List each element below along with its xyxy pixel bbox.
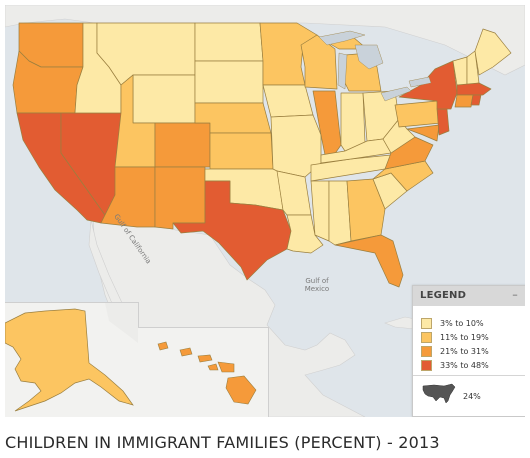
state-connecticut — [454, 94, 474, 108]
legend-item-label: 11% to 19% — [440, 332, 489, 342]
state-indiana — [340, 92, 366, 152]
legend-item-label: 21% to 31% — [440, 346, 489, 356]
state-west-virginia — [382, 118, 416, 154]
state-rhode-island — [470, 94, 482, 106]
gulf-of-mexico-label: Gulf of Mexico — [304, 277, 330, 293]
state-louisiana — [286, 214, 324, 254]
state-hawaii — [157, 341, 257, 405]
alaska-inset — [5, 302, 139, 417]
state-minnesota — [259, 22, 318, 86]
legend-swatch — [421, 331, 432, 343]
legend-swatch — [421, 345, 432, 357]
us-map-icon — [422, 383, 456, 404]
legend-swatch — [421, 359, 432, 371]
state-pennsylvania — [394, 100, 442, 128]
state-maryland — [406, 124, 440, 142]
legend-item: 21% to 31% — [421, 345, 489, 357]
state-florida — [334, 234, 404, 288]
state-new-mexico — [154, 166, 206, 230]
legend-header: LEGEND – — [413, 286, 525, 306]
state-wyoming — [132, 74, 196, 124]
legend-title: LEGEND — [420, 290, 467, 301]
us-average-value: 24% — [463, 392, 481, 401]
state-south-dakota — [194, 60, 264, 104]
state-wisconsin — [300, 34, 338, 90]
state-north-dakota — [194, 22, 264, 62]
state-georgia — [346, 178, 386, 242]
canada-land — [5, 5, 525, 76]
state-alaska — [5, 308, 134, 412]
legend-panel: LEGEND – 3% to 10% 11% to 19% 21% to 31%… — [412, 285, 525, 417]
map-view[interactable]: Gulf of California Gulf of Mexico LEGEND… — [5, 5, 525, 417]
hawaii-inset — [138, 327, 269, 417]
collapse-icon[interactable]: – — [512, 288, 518, 301]
legend-item: 33% to 48% — [421, 359, 489, 371]
legend-item-label: 3% to 10% — [440, 318, 484, 328]
legend-item-label: 33% to 48% — [440, 360, 489, 370]
great-lakes — [318, 30, 432, 102]
state-new-jersey — [436, 108, 450, 136]
states-layer — [12, 22, 512, 288]
legend-item: 3% to 10% — [421, 317, 484, 329]
map-title: CHILDREN IN IMMIGRANT FAMILIES (PERCENT)… — [5, 433, 440, 452]
state-kansas — [209, 132, 274, 170]
state-colorado — [154, 122, 211, 168]
state-iowa — [262, 84, 314, 118]
state-maine — [474, 28, 512, 76]
legend-swatch — [421, 317, 432, 329]
state-massachusetts — [456, 82, 492, 96]
legend-item: 11% to 19% — [421, 331, 489, 343]
legend-divider — [413, 375, 525, 376]
